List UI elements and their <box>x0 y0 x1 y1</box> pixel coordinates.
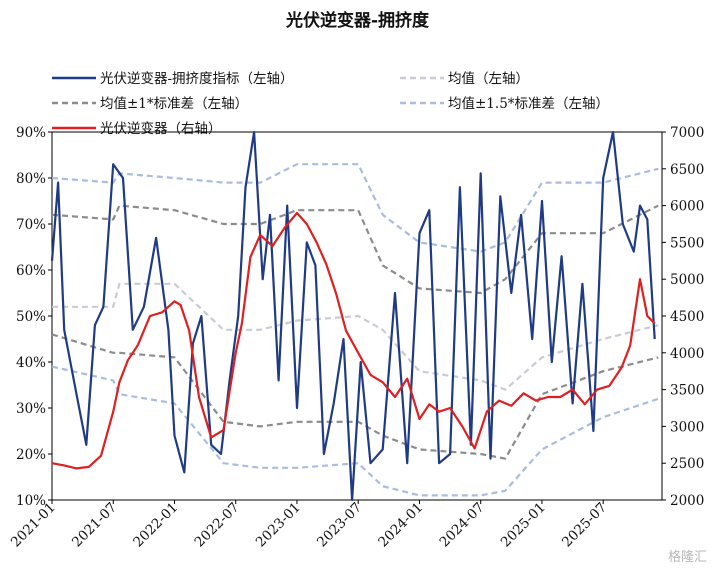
y-right-tick-label: 2000 <box>670 493 704 509</box>
y-right-tick-label: 5500 <box>670 235 704 251</box>
legend-label: 均值±1.5*标准差（左轴） <box>448 96 609 112</box>
y-right-tick-label: 3000 <box>670 419 704 435</box>
legend: 光伏逆变器-拥挤度指标（左轴） 均值（左轴） 均值±1*标准差（左轴） 均值±1.5*… <box>52 71 609 137</box>
band-lines <box>51 163 659 497</box>
y-left-tick-label: 90% <box>16 125 46 141</box>
y-right-tick-label: 6500 <box>670 162 704 178</box>
y-right-tick-label: 2500 <box>670 456 704 472</box>
x-tick-label: 2021-07 <box>69 500 120 551</box>
series-line-均值-左轴- <box>52 282 659 391</box>
y-right-tick-label: 3500 <box>670 383 704 399</box>
x-tick-label: 2025-07 <box>559 500 610 551</box>
x-tick-label: 2024-01 <box>375 500 426 551</box>
y-right-tick-label: 4000 <box>670 346 704 362</box>
series-lines <box>50 130 656 502</box>
legend-label: 均值（左轴） <box>448 71 529 87</box>
x-tick-label: 2022-07 <box>192 500 243 551</box>
series-line-光伏逆变器-拥挤度指标-左轴- <box>50 130 656 502</box>
y-right-tick-label: 5000 <box>670 272 704 288</box>
legend-label: 均值±1*标准差（左轴） <box>100 96 248 112</box>
y-left-tick-label: 80% <box>16 171 46 187</box>
series-line-均值-1-5-标准差-左轴- <box>51 365 659 497</box>
series-line-均值-1-标准差-左轴- <box>51 204 659 295</box>
y-left-tick-label: 70% <box>16 217 46 233</box>
y-left-tick-label: 10% <box>16 493 46 509</box>
y-right-tick-label: 4500 <box>670 309 704 325</box>
x-tick-label: 2025-01 <box>498 500 549 551</box>
x-tick-label: 2022-01 <box>130 500 181 551</box>
y-left-tick-label: 50% <box>16 309 46 325</box>
series-line-均值-1-5-标准差-左轴- <box>51 163 659 253</box>
y-left-tick-label: 40% <box>16 355 46 371</box>
legend-label: 光伏逆变器-拥挤度指标（左轴） <box>100 71 294 87</box>
y-right-tick-label: 6000 <box>670 199 704 215</box>
chart-title: 光伏逆变器-拥挤度 <box>285 11 430 31</box>
y-left-tick-label: 20% <box>16 447 46 463</box>
series-line-光伏逆变器-右轴- <box>51 211 656 470</box>
x-tick-label: 2024-07 <box>437 500 488 551</box>
x-tick-label: 2023-01 <box>253 500 304 551</box>
y-left-tick-label: 30% <box>16 401 46 417</box>
x-tick-label: 2023-07 <box>314 500 365 551</box>
y-right-tick-label: 7000 <box>670 125 704 141</box>
watermark: 格隆汇 <box>667 550 707 565</box>
series-line-均值-1-标准差-左轴- <box>51 333 659 460</box>
y-left-tick-label: 60% <box>16 263 46 279</box>
legend-label: 光伏逆变器（右轴） <box>100 121 222 137</box>
